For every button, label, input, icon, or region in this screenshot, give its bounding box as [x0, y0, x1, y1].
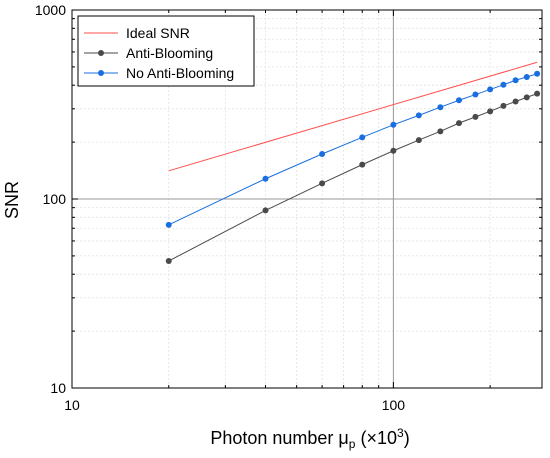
series-line-2 [168, 73, 538, 226]
data-point [319, 180, 326, 187]
tick-layer: 10 100 10 100 1000 [35, 2, 542, 413]
data-point [500, 102, 507, 109]
x-axis-title-sub: p [349, 437, 356, 451]
reference-lines [72, 10, 542, 388]
data-point [390, 121, 397, 128]
data-point [500, 81, 507, 88]
data-point [359, 134, 366, 141]
data-point [415, 112, 422, 119]
legend-label-2: No Anti-Blooming [126, 65, 234, 81]
x-tick-label: 10 [64, 397, 80, 413]
data-point [487, 86, 494, 93]
legend-marker-1 [98, 50, 104, 56]
data-point [437, 104, 444, 111]
y-axis-title: SNR [2, 181, 22, 219]
data-point [523, 94, 530, 101]
data-point [534, 90, 541, 97]
series-layer [165, 61, 541, 264]
data-point [165, 257, 172, 264]
x-axis-title-main: Photon number μ [210, 428, 348, 448]
legend-label-1: Anti-Blooming [126, 45, 213, 61]
data-point [512, 77, 519, 84]
legend: Ideal SNR Anti-Blooming No Anti-Blooming [77, 15, 255, 87]
series-line-0 [168, 61, 538, 172]
data-point [487, 108, 494, 115]
data-point [455, 120, 462, 127]
data-point [523, 74, 530, 81]
data-point [534, 70, 541, 77]
y-tick-label: 10 [50, 380, 66, 396]
data-point [359, 161, 366, 168]
data-point [390, 147, 397, 154]
data-point [165, 221, 172, 228]
legend-box [77, 15, 255, 87]
data-point [472, 91, 479, 98]
data-point [455, 97, 462, 104]
data-point [319, 151, 326, 158]
series-line-1 [168, 93, 538, 262]
x-tick-label: 100 [382, 397, 406, 413]
data-point [415, 137, 422, 144]
data-point [262, 207, 269, 214]
x-axis-title-unit-end: ) [404, 428, 410, 448]
x-axis-title-unit-sup: 3 [397, 426, 404, 440]
y-tick-label: 1000 [35, 2, 66, 18]
x-axis-title-unit: (×10 [355, 428, 397, 448]
legend-label-0: Ideal SNR [126, 25, 190, 41]
legend-marker-2 [98, 70, 104, 76]
data-point [472, 113, 479, 120]
data-point [437, 128, 444, 135]
data-point [512, 98, 519, 105]
x-axis-title: Photon number μp (×103) [210, 426, 409, 451]
y-tick-label: 100 [43, 191, 67, 207]
data-point [262, 175, 269, 182]
